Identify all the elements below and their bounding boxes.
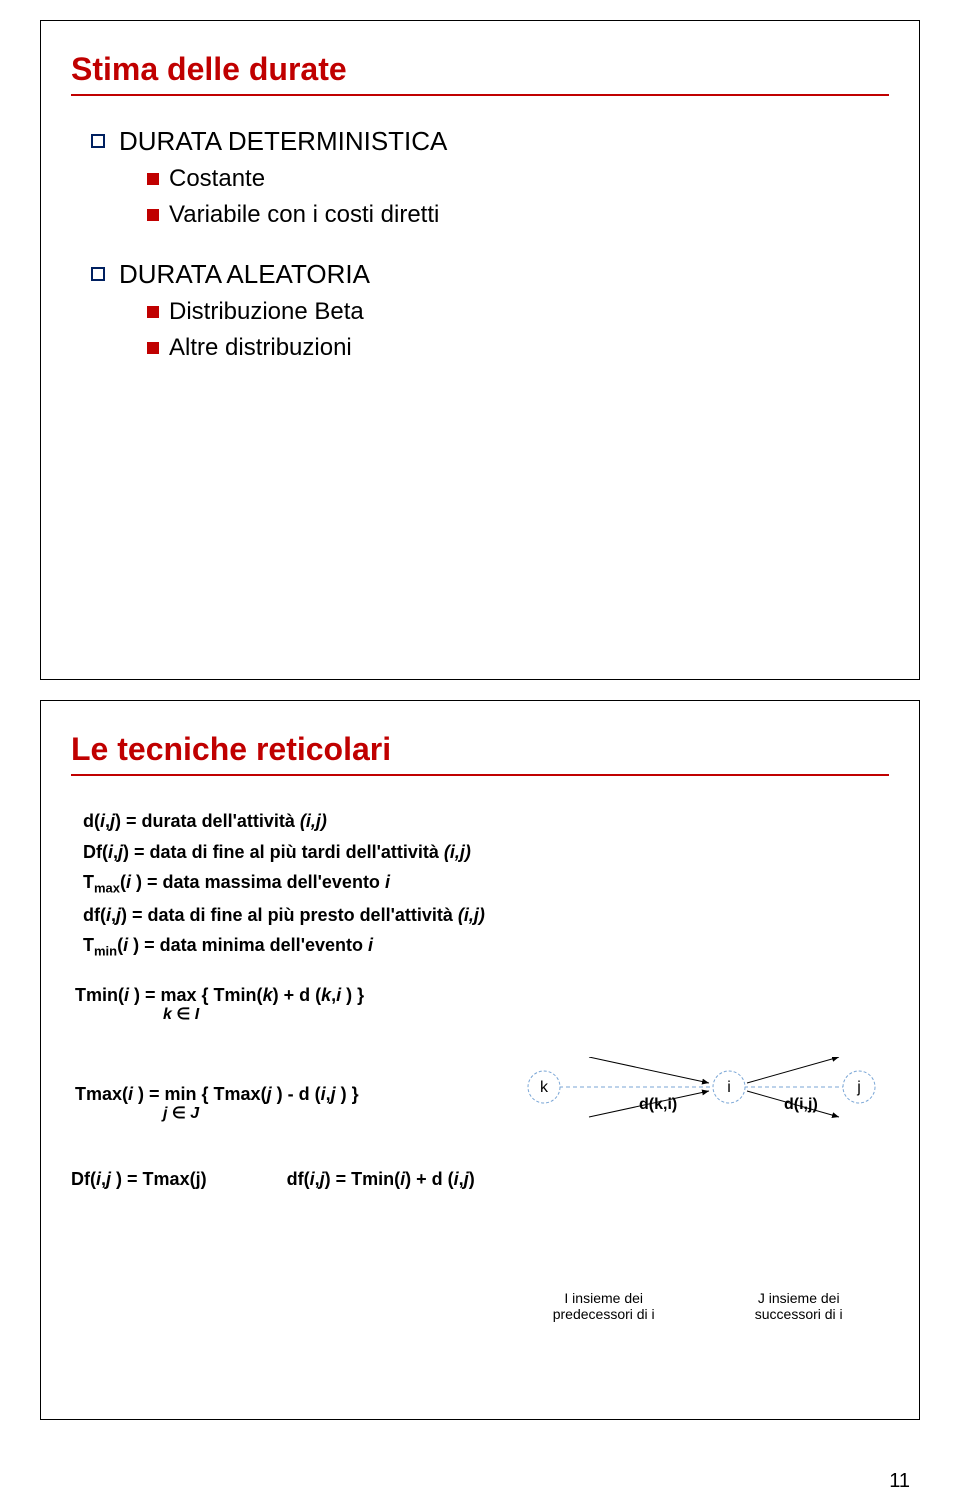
diagram-svg: k i j d(k,i) d(i,j) (509, 1057, 889, 1257)
def-line: Tmin(i ) = data minima dell'evento i (83, 930, 889, 963)
sub-list: Distribuzione Beta Altre distribuzioni (119, 298, 889, 362)
definitions-block: d(i,j) = durata dell'attività (i,j) Df(i… (83, 806, 889, 963)
sub-item: Altre distribuzioni (147, 334, 889, 362)
slide-2: Le tecniche reticolari d(i,j) = durata d… (40, 700, 920, 1420)
arrow-out (747, 1057, 839, 1083)
slide1-title: Stima delle durate (71, 51, 889, 88)
list-item: DURATA ALEATORIA Distribuzione Beta Altr… (91, 259, 889, 362)
node-i-label: i (727, 1079, 731, 1096)
slide2-rule (71, 774, 889, 776)
def-line: Df(i,j) = data di fine al più tardi dell… (83, 837, 889, 868)
item-label: DURATA DETERMINISTICA (119, 126, 447, 156)
page-number: 11 (889, 1470, 910, 1493)
def-line: df(i,j) = data di fine al più presto del… (83, 900, 889, 931)
edge-label-ij: d(i,j) (784, 1096, 818, 1113)
node-j-label: j (856, 1079, 861, 1096)
slide1-list: DURATA DETERMINISTICA Costante Variabile… (71, 126, 889, 362)
caption-predecessors: I insieme dei predecessori di i (529, 1290, 678, 1322)
formula-tmin: Tmin(i ) = max { Tmin(k) + d (k,i ) } k … (75, 985, 889, 1024)
list-item: DURATA DETERMINISTICA Costante Variabile… (91, 126, 889, 229)
caption-successors: J insieme dei successori di i (728, 1290, 869, 1322)
slide1-rule (71, 94, 889, 96)
node-k-label: k (540, 1079, 549, 1096)
identity-df: df(i,j) = Tmin(i) + d (i,j) (287, 1169, 475, 1189)
def-line: d(i,j) = durata dell'attività (i,j) (83, 806, 889, 837)
edge-label-ki: d(k,i) (639, 1096, 677, 1113)
identity-Df: Df(i,j ) = Tmax(j) (71, 1169, 207, 1189)
slide2-title: Le tecniche reticolari (71, 731, 889, 768)
sub-item: Distribuzione Beta (147, 298, 889, 326)
sub-item: Variabile con i costi diretti (147, 201, 889, 229)
def-line: Tmax(i ) = data massima dell'evento i (83, 867, 889, 900)
formula-tmin-range: k ∈ I (163, 1004, 889, 1024)
item-label: DURATA ALEATORIA (119, 259, 370, 289)
network-diagram: k i j d(k,i) d(i,j) I insieme dei predec… (509, 1057, 889, 1237)
sub-item: Costante (147, 165, 889, 193)
arrow-in (589, 1057, 709, 1083)
sub-list: Costante Variabile con i costi diretti (119, 165, 889, 229)
slide-1: Stima delle durate DURATA DETERMINISTICA… (40, 20, 920, 680)
